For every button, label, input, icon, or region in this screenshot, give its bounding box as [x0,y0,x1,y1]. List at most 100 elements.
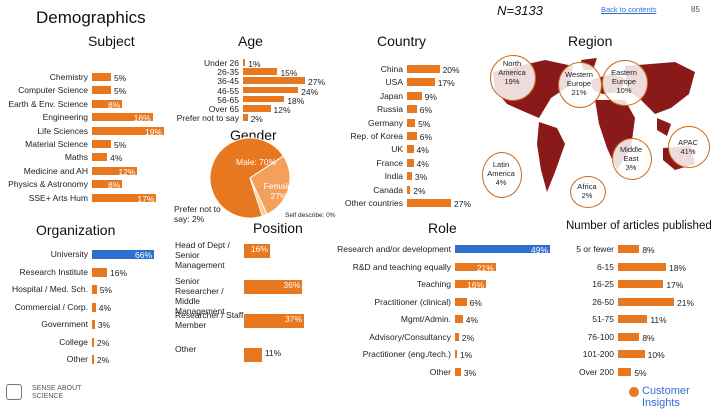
bar-value: 16% [250,244,268,254]
bar-value: 37% [284,314,302,324]
bar-label: 51-75 [592,314,614,324]
bar [618,332,640,341]
bar [243,86,299,94]
bar-label: Researcher / Staff Member [175,310,244,330]
bar-value: 2% [461,332,475,343]
bar-label: Material Science [25,139,88,149]
bar-label: Over 65 [208,104,239,114]
bar-value: 4% [416,158,429,169]
bar [455,315,463,323]
bar [618,367,632,376]
bar-label: Research Institute [19,266,88,277]
bar-label: Other [429,366,451,377]
bar-label: 5 or fewer [576,244,614,254]
bar-label: Research and/or development [337,244,451,254]
bar-label: 6-15 [596,261,614,272]
bar-value: 6% [419,105,433,116]
bar [92,86,111,95]
bar-label: Medicine and AH [23,165,88,176]
age-title: Age [238,33,263,49]
bar-label: 101-200 [582,349,614,359]
bar [455,297,467,306]
position-title: Position [253,220,303,236]
bar [407,105,417,114]
region-western-europe [558,62,602,108]
bar [92,166,138,175]
region-label-eastern-europe: Eastern Europe 10% [611,68,637,95]
bar-value: 12% [273,105,291,115]
page-number: 85 [691,5,700,14]
articles-title: Number of articles published [566,220,712,232]
bar-label: Hospital / Med. Sch. [11,284,88,294]
bar-label: Other [66,354,88,364]
bar [243,59,246,66]
bar-label: 76-100 [587,331,614,342]
bar-label: Engineering [42,112,88,123]
bar [92,250,154,259]
bar [455,245,550,253]
bar-value: 36% [283,280,301,290]
bar [92,113,153,122]
bar [92,180,123,189]
subject-title: Subject [88,33,135,49]
bar-label: 16-25 [592,279,614,289]
pie-label-self-describe: Self describe: 0% [285,212,336,219]
bar-label: Earth & Env. Science [8,98,88,109]
role-title: Role [428,220,457,236]
region-label-north-america: North America 19% [498,59,526,86]
bar-value: 15% [280,68,298,79]
bar-label: France [376,157,403,168]
bar-label: Germany [368,117,403,128]
bar [407,172,412,181]
bar [92,320,95,329]
bar-value: 8% [642,245,655,255]
bar [618,262,666,271]
bar-label: Physics & Astronomy [8,179,88,190]
bar-label: Other [175,344,197,354]
bar [243,114,248,121]
bar [407,158,414,167]
sample-size: N=3133 [497,3,543,18]
bar-value: 2% [96,337,110,348]
bar-label: R&D and teaching equally [352,261,451,272]
customer-insights-icon [629,387,639,397]
brand-logo: Customer Insights [642,385,690,409]
bar [618,315,648,323]
bar-value: 66% [134,250,152,260]
organization-title: Organization [36,222,116,238]
bar-value: 19% [144,126,162,137]
bar-value: 16% [133,113,151,124]
bar-label: Canada [373,184,403,195]
bar-label: Other countries [344,198,403,208]
bar-value: 5% [99,285,112,295]
region-label-latin-america: Latin America 4% [487,160,515,187]
bar [618,280,664,288]
book-icon [6,384,22,400]
bar-value: 11% [650,315,667,325]
country-title: Country [377,33,427,49]
bar-label: University [50,249,88,259]
bar-label: Advisory/Consultancy [369,331,451,342]
bar [455,367,461,376]
bar-value: 5% [113,86,127,97]
bar-label: USA [385,77,403,88]
bar-value: 18% [287,95,305,106]
bar-value: 4% [98,302,112,313]
bar-label: Government [41,319,88,329]
bar [455,332,459,341]
bar-value: 20% [442,65,460,75]
back-to-contents-link[interactable]: Back to contents [601,5,657,14]
bar-value: 18% [669,262,687,273]
bar-value: 16% [467,280,485,290]
bar-value: 4% [416,145,429,156]
publisher-logo: SENSE ABOUT SCIENCE [32,385,82,400]
bar [455,280,487,288]
bar-label: Over 200 [579,366,614,377]
pie-slice-prefer-not-to-say [249,177,268,217]
bar-label: College [59,336,88,347]
bar [92,267,108,277]
bar [92,337,94,347]
bar [618,297,674,306]
bar [618,350,645,358]
bar [243,95,285,103]
